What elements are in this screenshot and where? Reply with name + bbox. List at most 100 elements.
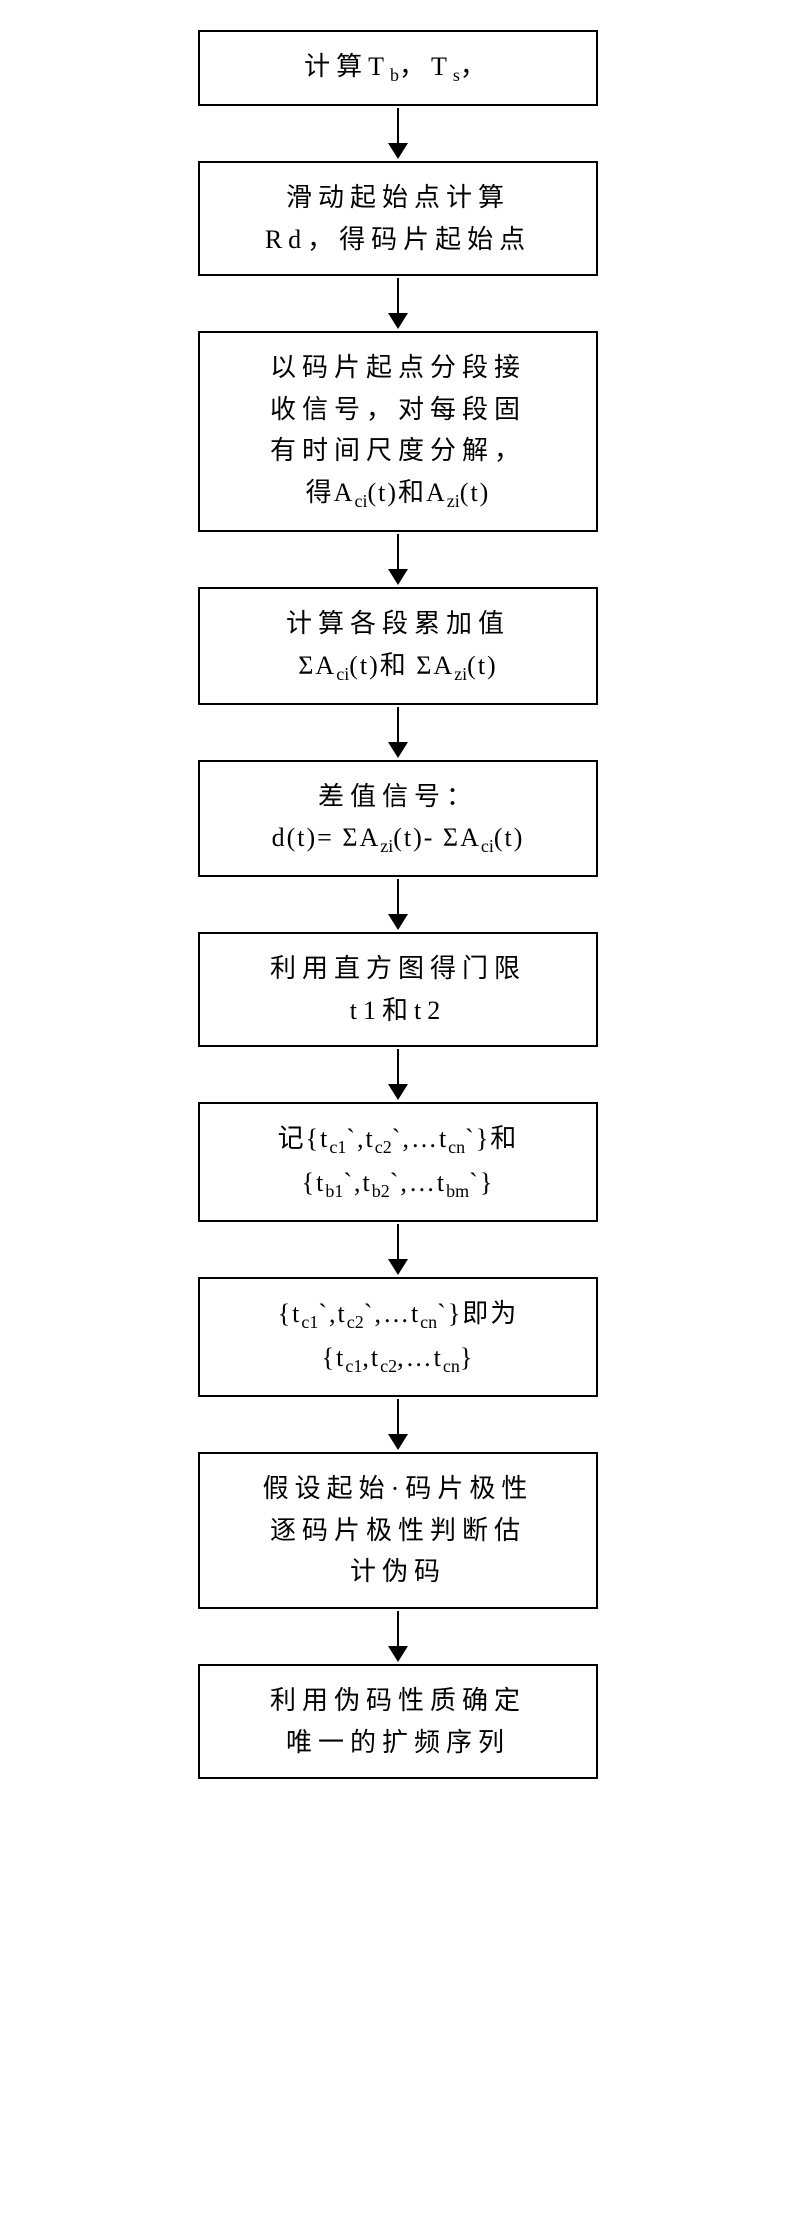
arrow-head-icon — [388, 143, 408, 159]
arrow-down — [388, 534, 408, 585]
text-part: 计算T — [304, 52, 390, 81]
text-part: (t)- ΣA — [393, 823, 481, 852]
arrow-down — [388, 108, 408, 159]
text-part: (t) — [460, 478, 491, 507]
subscript: ci — [481, 836, 494, 856]
text-part: 得A — [306, 478, 355, 507]
subscript: s — [453, 65, 460, 85]
box-line: {tc1`,tc2`,…tcn`}即为 — [220, 1293, 576, 1337]
subscript: b2 — [372, 1181, 390, 1201]
flowchart-node: 以码片起点分段接收信号，对每段固有时间尺度分解，得Aci(t)和Azi(t) — [198, 331, 598, 532]
arrow-down — [388, 1611, 408, 1662]
text-part: `}即为 — [437, 1299, 518, 1328]
subscript: zi — [454, 664, 467, 684]
text-part: (t)和A — [367, 478, 446, 507]
subscript: c1 — [345, 1356, 362, 1376]
text-part: {t — [278, 1299, 302, 1328]
box-line: {tb1`,tb2`,…tbm`} — [220, 1162, 576, 1206]
box-line: t1和t2 — [220, 990, 576, 1032]
arrow-down — [388, 278, 408, 329]
box-line: {tc1,tc2,…tcn} — [220, 1337, 576, 1381]
box-line: 逐码片极性判断估 — [220, 1510, 576, 1552]
arrow-down — [388, 1399, 408, 1450]
box-line: 收信号，对每段固 — [220, 389, 576, 431]
arrow-head-icon — [388, 1646, 408, 1662]
text-part: `,t — [318, 1299, 346, 1328]
box-line: 假设起始·码片极性 — [220, 1468, 576, 1510]
text-part: } — [460, 1343, 474, 1372]
arrow-down — [388, 1224, 408, 1275]
box-line: 记{tc1`,tc2`,…tcn`}和 — [220, 1118, 576, 1162]
subscript: cn — [443, 1356, 460, 1376]
arrow-head-icon — [388, 313, 408, 329]
box-line: 计算Tb，Ts， — [220, 46, 576, 90]
box-line: 计伪码 — [220, 1551, 576, 1593]
text-part: (t) — [467, 651, 498, 680]
text-part: ,t — [362, 1343, 380, 1372]
subscript: b1 — [325, 1181, 343, 1201]
arrow-down — [388, 1049, 408, 1100]
text-part: `,t — [346, 1124, 374, 1153]
text-part: ， — [460, 52, 492, 81]
subscript: ci — [354, 491, 367, 511]
text-part: `}和 — [465, 1124, 518, 1153]
flowchart-node: 记{tc1`,tc2`,…tcn`}和{tb1`,tb2`,…tbm`} — [198, 1102, 598, 1222]
box-line: 有时间尺度分解， — [220, 430, 576, 472]
arrow-line — [397, 707, 400, 742]
arrow-line — [397, 1611, 400, 1646]
arrow-head-icon — [388, 742, 408, 758]
arrow-head-icon — [388, 569, 408, 585]
text-part: (t) — [494, 823, 525, 852]
subscript: c2 — [380, 1356, 397, 1376]
text-part: ,…t — [397, 1343, 443, 1372]
text-part: `,…t — [392, 1124, 448, 1153]
subscript: c2 — [375, 1137, 392, 1157]
subscript: c1 — [329, 1137, 346, 1157]
subscript: zi — [447, 491, 460, 511]
text-part: `,…t — [390, 1168, 446, 1197]
box-line: 差值信号： — [220, 776, 576, 818]
arrow-line — [397, 1399, 400, 1434]
subscript: cn — [420, 1312, 437, 1332]
arrow-line — [397, 879, 400, 914]
flowchart-node: 计算Tb，Ts， — [198, 30, 598, 106]
arrow-down — [388, 879, 408, 930]
subscript: c1 — [301, 1312, 318, 1332]
arrow-down — [388, 707, 408, 758]
text-part: d(t)= ΣA — [272, 823, 381, 852]
subscript: zi — [380, 836, 393, 856]
text-part: `,…t — [364, 1299, 420, 1328]
arrow-head-icon — [388, 1434, 408, 1450]
subscript: b — [390, 65, 399, 85]
arrow-line — [397, 534, 400, 569]
flowchart-node: 利用伪码性质确定唯一的扩频序列 — [198, 1664, 598, 1779]
box-line: 得Aci(t)和Azi(t) — [220, 472, 576, 516]
subscript: cn — [448, 1137, 465, 1157]
flowchart-node: 计算各段累加值ΣAci(t)和 ΣAzi(t) — [198, 587, 598, 705]
box-line: 滑动起始点计算 — [220, 177, 576, 219]
arrow-head-icon — [388, 914, 408, 930]
box-line: 利用伪码性质确定 — [220, 1680, 576, 1722]
text-part: {t — [322, 1343, 346, 1372]
flowchart-node: 差值信号：d(t)= ΣAzi(t)- ΣAci(t) — [198, 760, 598, 878]
arrow-line — [397, 108, 400, 143]
arrow-head-icon — [388, 1084, 408, 1100]
flowchart-node: 利用直方图得门限t1和t2 — [198, 932, 598, 1047]
subscript: c2 — [347, 1312, 364, 1332]
subscript: ci — [336, 664, 349, 684]
arrow-line — [397, 1224, 400, 1259]
flowchart-node: {tc1`,tc2`,…tcn`}即为{tc1,tc2,…tcn} — [198, 1277, 598, 1397]
box-line: 以码片起点分段接 — [220, 347, 576, 389]
box-line: Rd，得码片起始点 — [220, 219, 576, 261]
flowchart-container: 计算Tb，Ts，滑动起始点计算Rd，得码片起始点以码片起点分段接收信号，对每段固… — [198, 30, 598, 1779]
box-line: 计算各段累加值 — [220, 603, 576, 645]
text-part: ，T — [399, 52, 453, 81]
box-line: d(t)= ΣAzi(t)- ΣAci(t) — [220, 817, 576, 861]
arrow-head-icon — [388, 1259, 408, 1275]
text-part: {t — [302, 1168, 326, 1197]
subscript: bm — [446, 1181, 469, 1201]
box-line: ΣAci(t)和 ΣAzi(t) — [220, 645, 576, 689]
flowchart-node: 滑动起始点计算Rd，得码片起始点 — [198, 161, 598, 276]
arrow-line — [397, 1049, 400, 1084]
text-part: ΣA — [298, 651, 336, 680]
